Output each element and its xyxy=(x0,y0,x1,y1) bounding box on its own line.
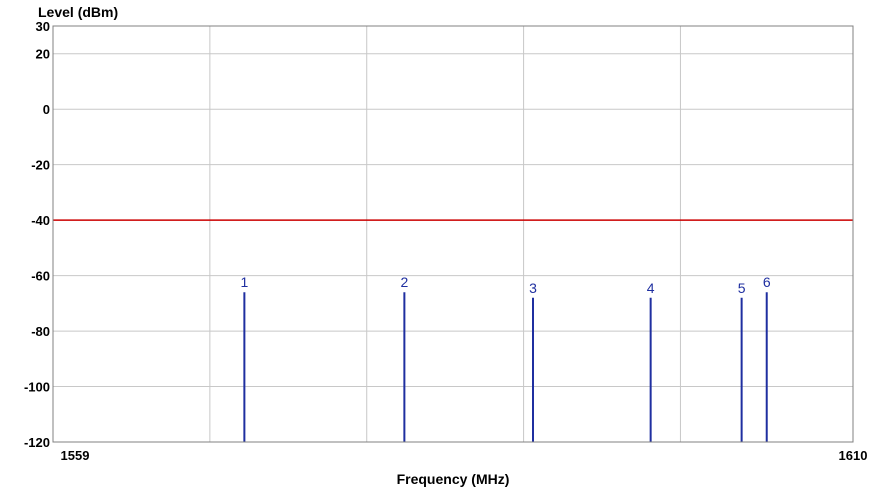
y-tick-label: -40 xyxy=(31,213,50,228)
plot-frame xyxy=(52,25,854,443)
y-tick-label: -100 xyxy=(24,380,50,395)
y-tick-labels: 30 20 0 -20 -40 -60 -80 -100 -120 xyxy=(24,19,50,450)
x-tick-labels: 1559 1610 xyxy=(61,448,868,463)
stem-label-6: 6 xyxy=(763,274,771,290)
stem-label-5: 5 xyxy=(738,280,746,296)
plot-area xyxy=(53,26,853,442)
y-tick-label: -80 xyxy=(31,324,50,339)
y-tick-label: 30 xyxy=(36,19,50,34)
y-axis-label: Level (dBm) xyxy=(38,4,118,20)
signal-stems: 1 2 3 4 5 6 xyxy=(240,274,771,442)
stem-label-1: 1 xyxy=(240,274,248,290)
y-tick-label: 20 xyxy=(36,47,50,62)
y-tick-label: 0 xyxy=(43,102,50,117)
y-tick-label: -20 xyxy=(31,158,50,173)
stem-label-4: 4 xyxy=(647,280,655,296)
stem-label-3: 3 xyxy=(529,280,537,296)
x-axis-label: Frequency (MHz) xyxy=(397,471,510,487)
stem-label-2: 2 xyxy=(400,274,408,290)
y-tick-label: -120 xyxy=(24,435,50,450)
y-tick-label: -60 xyxy=(31,269,50,284)
x-tick-label: 1610 xyxy=(839,448,868,463)
x-tick-label: 1559 xyxy=(61,448,90,463)
